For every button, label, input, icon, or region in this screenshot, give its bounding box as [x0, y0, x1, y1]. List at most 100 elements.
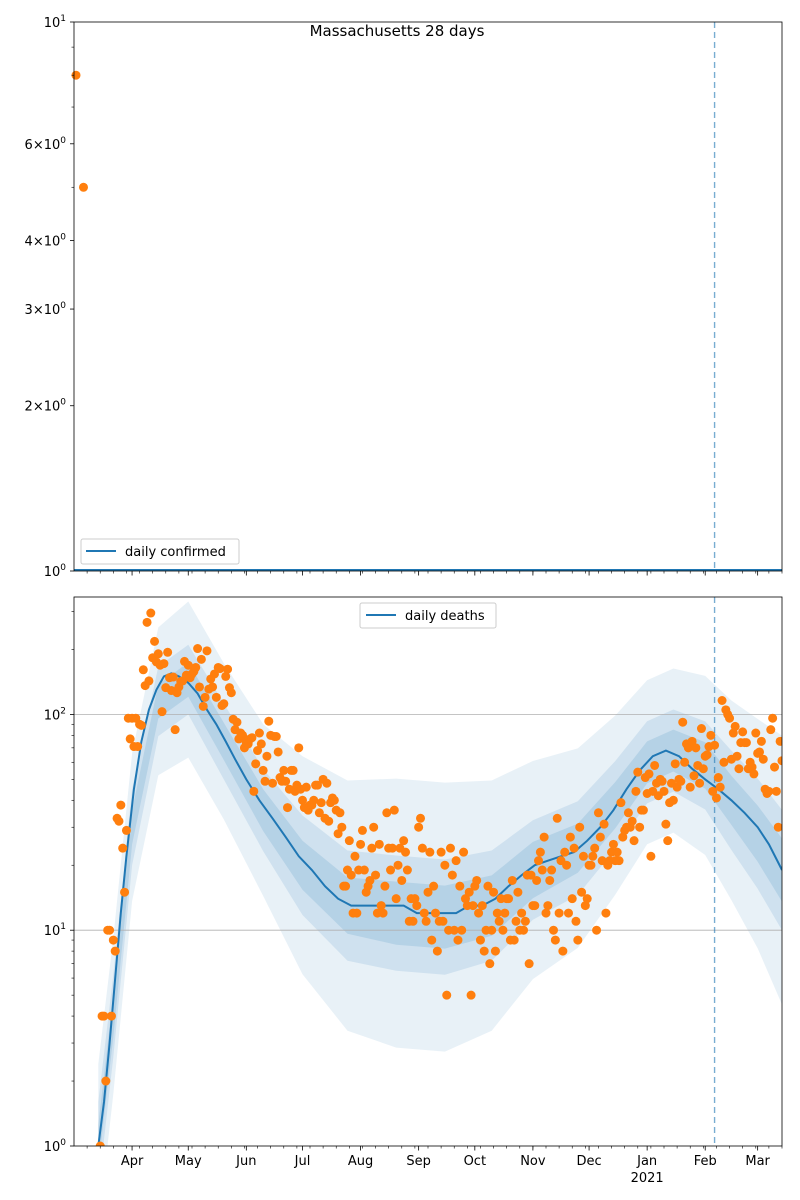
observed-point	[264, 716, 274, 726]
observed-point	[537, 865, 547, 875]
chart-title: Massachusetts 28 days	[310, 22, 485, 40]
observed-point	[474, 908, 484, 918]
observed-point	[612, 847, 622, 857]
observed-point	[121, 825, 131, 835]
observed-point	[159, 659, 169, 669]
observed-point	[732, 751, 742, 761]
observed-point	[530, 901, 540, 911]
observed-point	[445, 843, 455, 853]
observed-point	[614, 856, 624, 866]
observed-point	[309, 795, 319, 805]
observed-point	[359, 865, 369, 875]
observed-point	[725, 713, 735, 723]
observed-point	[191, 662, 201, 672]
observed-point	[504, 894, 514, 904]
observed-point	[386, 865, 396, 875]
observed-point	[547, 865, 557, 875]
x-tick-label-dec: Dec	[577, 1154, 602, 1169]
observed-point	[650, 760, 660, 770]
observed-point	[118, 843, 128, 853]
observed-point	[346, 870, 356, 880]
bottom-panel: 102 101 100 Apr May Jun Jul Aug Sep Oct Nov Dec Jan…	[44, 596, 783, 1186]
observed-point	[382, 808, 392, 818]
top-y-tick-label: 100	[44, 563, 67, 580]
observed-point	[421, 916, 431, 926]
observed-point	[678, 717, 688, 727]
observed-point	[365, 875, 375, 885]
observed-point	[749, 769, 759, 779]
observed-point	[595, 832, 605, 842]
observed-point	[153, 649, 163, 659]
observed-point	[543, 901, 553, 911]
observed-point	[646, 851, 656, 861]
observed-point	[312, 780, 322, 790]
observed-point	[569, 843, 579, 853]
observed-point	[575, 822, 585, 832]
observed-point	[616, 798, 626, 808]
observed-point	[715, 782, 725, 792]
observed-point	[219, 699, 229, 709]
observed-point	[170, 725, 180, 735]
observed-point	[279, 765, 289, 775]
observed-point	[357, 825, 367, 835]
observed-point	[301, 782, 311, 792]
observed-point	[436, 847, 446, 857]
observed-point	[247, 733, 257, 743]
observed-point	[764, 786, 774, 796]
observed-point	[629, 836, 639, 846]
top-y-tick-label: 101	[44, 14, 66, 31]
observed-point	[599, 819, 609, 829]
observed-point	[771, 786, 781, 796]
observed-point	[146, 608, 156, 618]
observed-point	[432, 946, 442, 956]
observed-point	[532, 875, 542, 885]
observed-point	[695, 778, 705, 788]
observed-point	[734, 764, 744, 774]
observed-point	[494, 916, 504, 926]
observed-point	[708, 786, 718, 796]
x-tick-sublabel: 2021	[631, 1171, 664, 1186]
top-legend-label: daily confirmed	[125, 545, 226, 560]
observed-point	[316, 798, 326, 808]
bottom-deaths-line	[97, 672, 782, 1146]
bottom-deaths-path	[97, 672, 782, 1146]
observed-point	[713, 773, 723, 783]
observed-point	[550, 935, 560, 945]
observed-point	[133, 742, 143, 752]
observed-point	[254, 728, 264, 738]
observed-point	[116, 800, 126, 810]
observed-point	[702, 750, 712, 760]
observed-point	[419, 908, 429, 918]
observed-point	[157, 707, 167, 717]
observed-point	[490, 946, 500, 956]
observed-point	[492, 908, 502, 918]
observed-point	[144, 676, 154, 686]
bottom-x-axis: Apr May Jun Jul Aug Sep Oct Nov Dec Jan 2021 Feb Mar	[86, 1146, 783, 1186]
observed-point	[429, 881, 439, 891]
observed-point	[511, 916, 521, 926]
observed-point	[756, 736, 766, 746]
observed-point	[558, 946, 568, 956]
observed-point	[410, 894, 420, 904]
observed-point	[689, 771, 699, 781]
observed-point	[472, 875, 482, 885]
bottom-y-tick-label: 100	[44, 1138, 67, 1155]
observed-point	[517, 908, 527, 918]
observed-point	[608, 839, 618, 849]
observed-point	[163, 647, 173, 657]
observed-point	[548, 925, 558, 935]
observed-point	[627, 816, 637, 826]
observed-point	[524, 959, 534, 969]
observed-point	[691, 743, 701, 753]
x-tick-label-jan: Jan	[636, 1154, 657, 1169]
observed-point	[397, 875, 407, 885]
observed-point	[466, 990, 476, 1000]
observed-point	[590, 843, 600, 853]
observed-point	[676, 776, 686, 786]
observed-point	[668, 795, 678, 805]
observed-point	[534, 856, 544, 866]
observed-point	[376, 901, 386, 911]
observed-point	[644, 769, 654, 779]
observed-point	[730, 721, 740, 731]
